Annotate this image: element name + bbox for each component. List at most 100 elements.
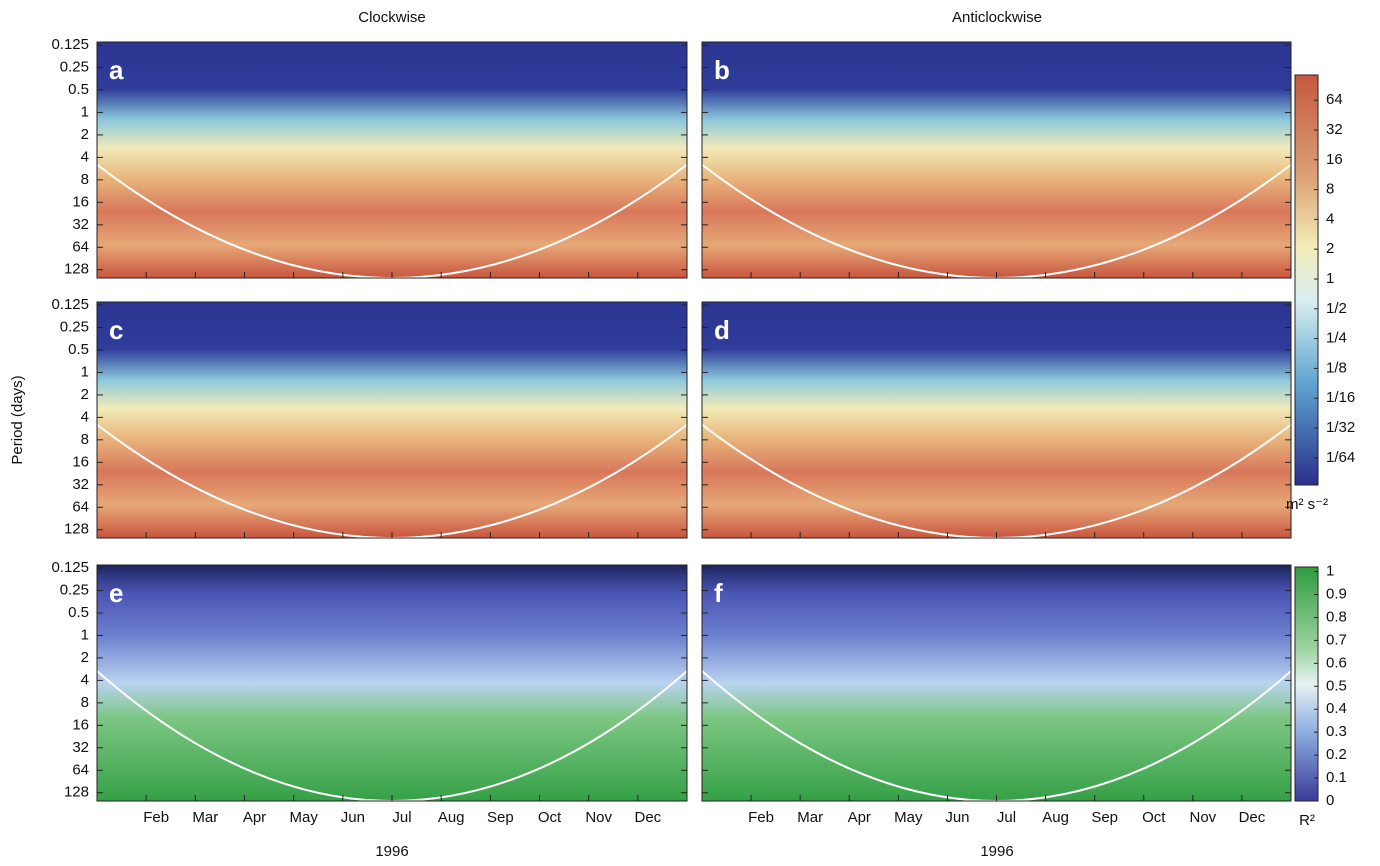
colorbar-tick-label: 1/2 (1326, 300, 1347, 317)
y-tick-label: 128 (64, 784, 89, 801)
x-tick-label: Dec (634, 809, 661, 826)
y-tick-label: 32 (72, 476, 89, 493)
y-tick-label: 64 (72, 238, 89, 255)
panel-letter: f (714, 578, 723, 608)
x-tick-label: Sep (1091, 809, 1118, 826)
x-tick-label: May (894, 809, 923, 826)
colorbar-tick-label: 2 (1326, 240, 1334, 257)
y-tick-label: 2 (81, 126, 89, 143)
x-tick-label: Mar (192, 809, 218, 826)
colorbar-tick-label: 1 (1326, 270, 1334, 287)
spectrum-panel (97, 42, 687, 278)
column-title: Anticlockwise (952, 9, 1042, 26)
colorbar-tick-label: 32 (1326, 121, 1343, 138)
y-tick-label: 0.5 (68, 341, 89, 358)
y-tick-label: 32 (72, 739, 89, 756)
spectrum-panel (702, 565, 1291, 801)
panel-letter: d (714, 315, 730, 345)
panel-letter: e (109, 578, 123, 608)
y-axis-title: Period (days) (9, 375, 26, 464)
colorbar-tick-label: 1/64 (1326, 449, 1355, 466)
colorbar-tick-label: 0.7 (1326, 631, 1347, 648)
x-tick-label: Feb (748, 809, 774, 826)
x-tick-label: Dec (1239, 809, 1266, 826)
x-tick-label: Aug (1042, 809, 1069, 826)
panel-letter: a (109, 55, 124, 85)
y-tick-label: 16 (72, 193, 89, 210)
x-tick-label: Oct (538, 809, 562, 826)
colorbar-tick-label: 1/4 (1326, 330, 1347, 347)
colorbar-tick-label: 0.9 (1326, 585, 1347, 602)
x-tick-label: Feb (143, 809, 169, 826)
y-tick-label: 0.25 (60, 318, 89, 335)
colorbar-tick-label: 0.3 (1326, 723, 1347, 740)
y-tick-label: 32 (72, 216, 89, 233)
panel-letter: b (714, 55, 730, 85)
y-tick-label: 64 (72, 498, 89, 515)
x-axis-title: 1996 (375, 843, 408, 860)
y-tick-label: 2 (81, 649, 89, 666)
y-tick-label: 0.5 (68, 604, 89, 621)
colorbar-tick-label: 16 (1326, 151, 1343, 168)
y-tick-label: 16 (72, 716, 89, 733)
y-tick-label: 16 (72, 453, 89, 470)
spectrum-panel (702, 302, 1291, 538)
x-tick-label: Jul (997, 809, 1016, 826)
y-tick-label: 0.25 (60, 581, 89, 598)
colorbar-tick-label: 1/32 (1326, 419, 1355, 436)
colorbar-tick-label: 4 (1326, 210, 1334, 227)
column-title: Clockwise (358, 9, 426, 26)
y-tick-label: 128 (64, 521, 89, 538)
x-axis-title: 1996 (980, 843, 1013, 860)
x-tick-label: May (289, 809, 318, 826)
colorbar-tick-label: 1 (1326, 563, 1334, 580)
spectrum-panel (97, 302, 687, 538)
x-tick-label: Nov (1189, 809, 1216, 826)
y-tick-label: 64 (72, 761, 89, 778)
y-tick-label: 2 (81, 386, 89, 403)
x-tick-label: Nov (585, 809, 612, 826)
y-tick-label: 4 (81, 671, 89, 688)
x-tick-label: Mar (797, 809, 823, 826)
y-tick-label: 0.5 (68, 81, 89, 98)
colorbar-tick-label: 8 (1326, 181, 1334, 198)
colorbar-tick-label: 0 (1326, 792, 1334, 809)
y-tick-label: 8 (81, 171, 89, 188)
x-tick-label: Apr (848, 809, 871, 826)
y-tick-label: 0.25 (60, 58, 89, 75)
panel-letter: c (109, 315, 123, 345)
colorbar-tick-label: 64 (1326, 91, 1343, 108)
x-tick-label: Aug (438, 809, 465, 826)
colorbar-tick-label: 0.2 (1326, 746, 1347, 763)
x-tick-label: Sep (487, 809, 514, 826)
x-tick-label: Jul (392, 809, 411, 826)
colorbar-tick-label: 1/8 (1326, 359, 1347, 376)
y-tick-label: 128 (64, 261, 89, 278)
spectrum-panel (702, 42, 1291, 278)
y-tick-label: 1 (81, 626, 89, 643)
x-tick-label: Jun (341, 809, 365, 826)
y-tick-label: 1 (81, 103, 89, 120)
colorbar-tick-label: 0.5 (1326, 677, 1347, 694)
y-tick-label: 4 (81, 148, 89, 165)
colorbar (1294, 566, 1319, 802)
spectrum-panel (97, 565, 687, 801)
y-tick-label: 4 (81, 408, 89, 425)
colorbar-tick-label: 1/16 (1326, 389, 1355, 406)
colorbar (1294, 74, 1319, 486)
y-tick-label: 0.125 (51, 36, 89, 53)
x-tick-label: Apr (243, 809, 266, 826)
colorbar-tick-label: 0.1 (1326, 769, 1347, 786)
x-tick-label: Jun (945, 809, 969, 826)
y-tick-label: 0.125 (51, 559, 89, 576)
x-tick-label: Oct (1142, 809, 1166, 826)
colorbar-label: R² (1299, 812, 1315, 829)
y-tick-label: 1 (81, 363, 89, 380)
colorbar-tick-label: 0.6 (1326, 654, 1347, 671)
y-tick-label: 8 (81, 694, 89, 711)
y-tick-label: 8 (81, 431, 89, 448)
colorbar-tick-label: 0.8 (1326, 608, 1347, 625)
colorbar-label: m² s⁻² (1286, 496, 1328, 513)
y-tick-label: 0.125 (51, 296, 89, 313)
